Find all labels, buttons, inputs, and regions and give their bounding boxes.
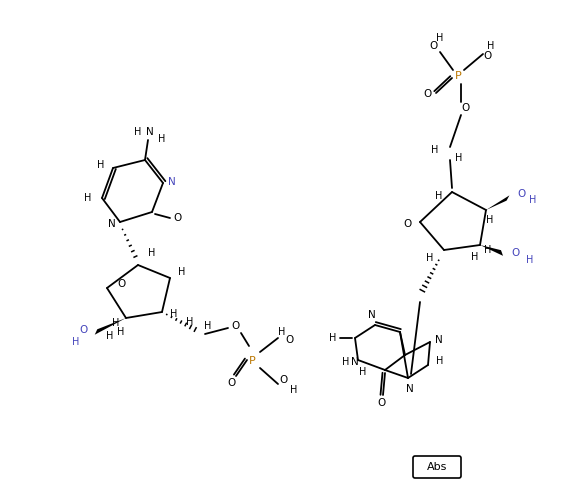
Text: O: O (484, 51, 492, 61)
Text: N: N (435, 335, 443, 345)
Text: O: O (512, 248, 520, 258)
Text: O: O (80, 325, 88, 335)
Text: N: N (168, 177, 176, 187)
Text: H: H (436, 356, 444, 366)
FancyBboxPatch shape (413, 456, 461, 478)
Text: H: H (97, 160, 105, 170)
Text: H: H (112, 318, 120, 328)
Text: O: O (174, 213, 182, 223)
Text: O: O (117, 279, 125, 289)
Text: H: H (455, 153, 463, 163)
Text: O: O (424, 89, 432, 99)
Text: O: O (228, 378, 236, 388)
Text: H: H (148, 248, 156, 258)
Text: H: H (342, 357, 349, 367)
Text: H: H (158, 134, 166, 144)
Text: H: H (84, 193, 92, 203)
Text: H: H (526, 255, 534, 265)
Text: O: O (517, 189, 525, 199)
Text: H: H (106, 331, 114, 341)
Polygon shape (95, 318, 126, 335)
Text: H: H (186, 317, 194, 327)
Text: N: N (108, 219, 116, 229)
Text: N: N (146, 127, 154, 137)
Text: H: H (484, 245, 492, 255)
Text: H: H (487, 41, 495, 51)
Text: Abs: Abs (427, 462, 447, 472)
Text: H: H (436, 33, 444, 43)
Text: H: H (529, 195, 537, 205)
Text: H: H (471, 252, 479, 262)
Text: P: P (455, 71, 462, 81)
Text: O: O (461, 103, 469, 113)
Text: H: H (279, 327, 285, 337)
Text: N: N (406, 384, 414, 394)
Text: O: O (378, 398, 386, 408)
Text: H: H (486, 215, 494, 225)
Text: H: H (291, 385, 297, 395)
Polygon shape (486, 195, 510, 210)
Text: O: O (430, 41, 438, 51)
Text: P: P (249, 356, 255, 366)
Polygon shape (480, 245, 503, 256)
Text: H: H (329, 333, 337, 343)
Text: N: N (368, 310, 376, 320)
Text: O: O (404, 219, 412, 229)
Text: H: H (204, 321, 212, 331)
Text: H: H (426, 253, 434, 263)
Text: H: H (117, 327, 125, 337)
Text: H: H (178, 267, 186, 277)
Text: N: N (351, 357, 359, 367)
Text: O: O (232, 321, 240, 331)
Text: O: O (280, 375, 288, 385)
Text: O: O (286, 335, 294, 345)
Text: H: H (72, 337, 80, 347)
Text: H: H (170, 309, 178, 319)
Text: H: H (359, 367, 367, 377)
Text: H: H (435, 191, 443, 201)
Text: H: H (431, 145, 439, 155)
Text: H: H (134, 127, 142, 137)
